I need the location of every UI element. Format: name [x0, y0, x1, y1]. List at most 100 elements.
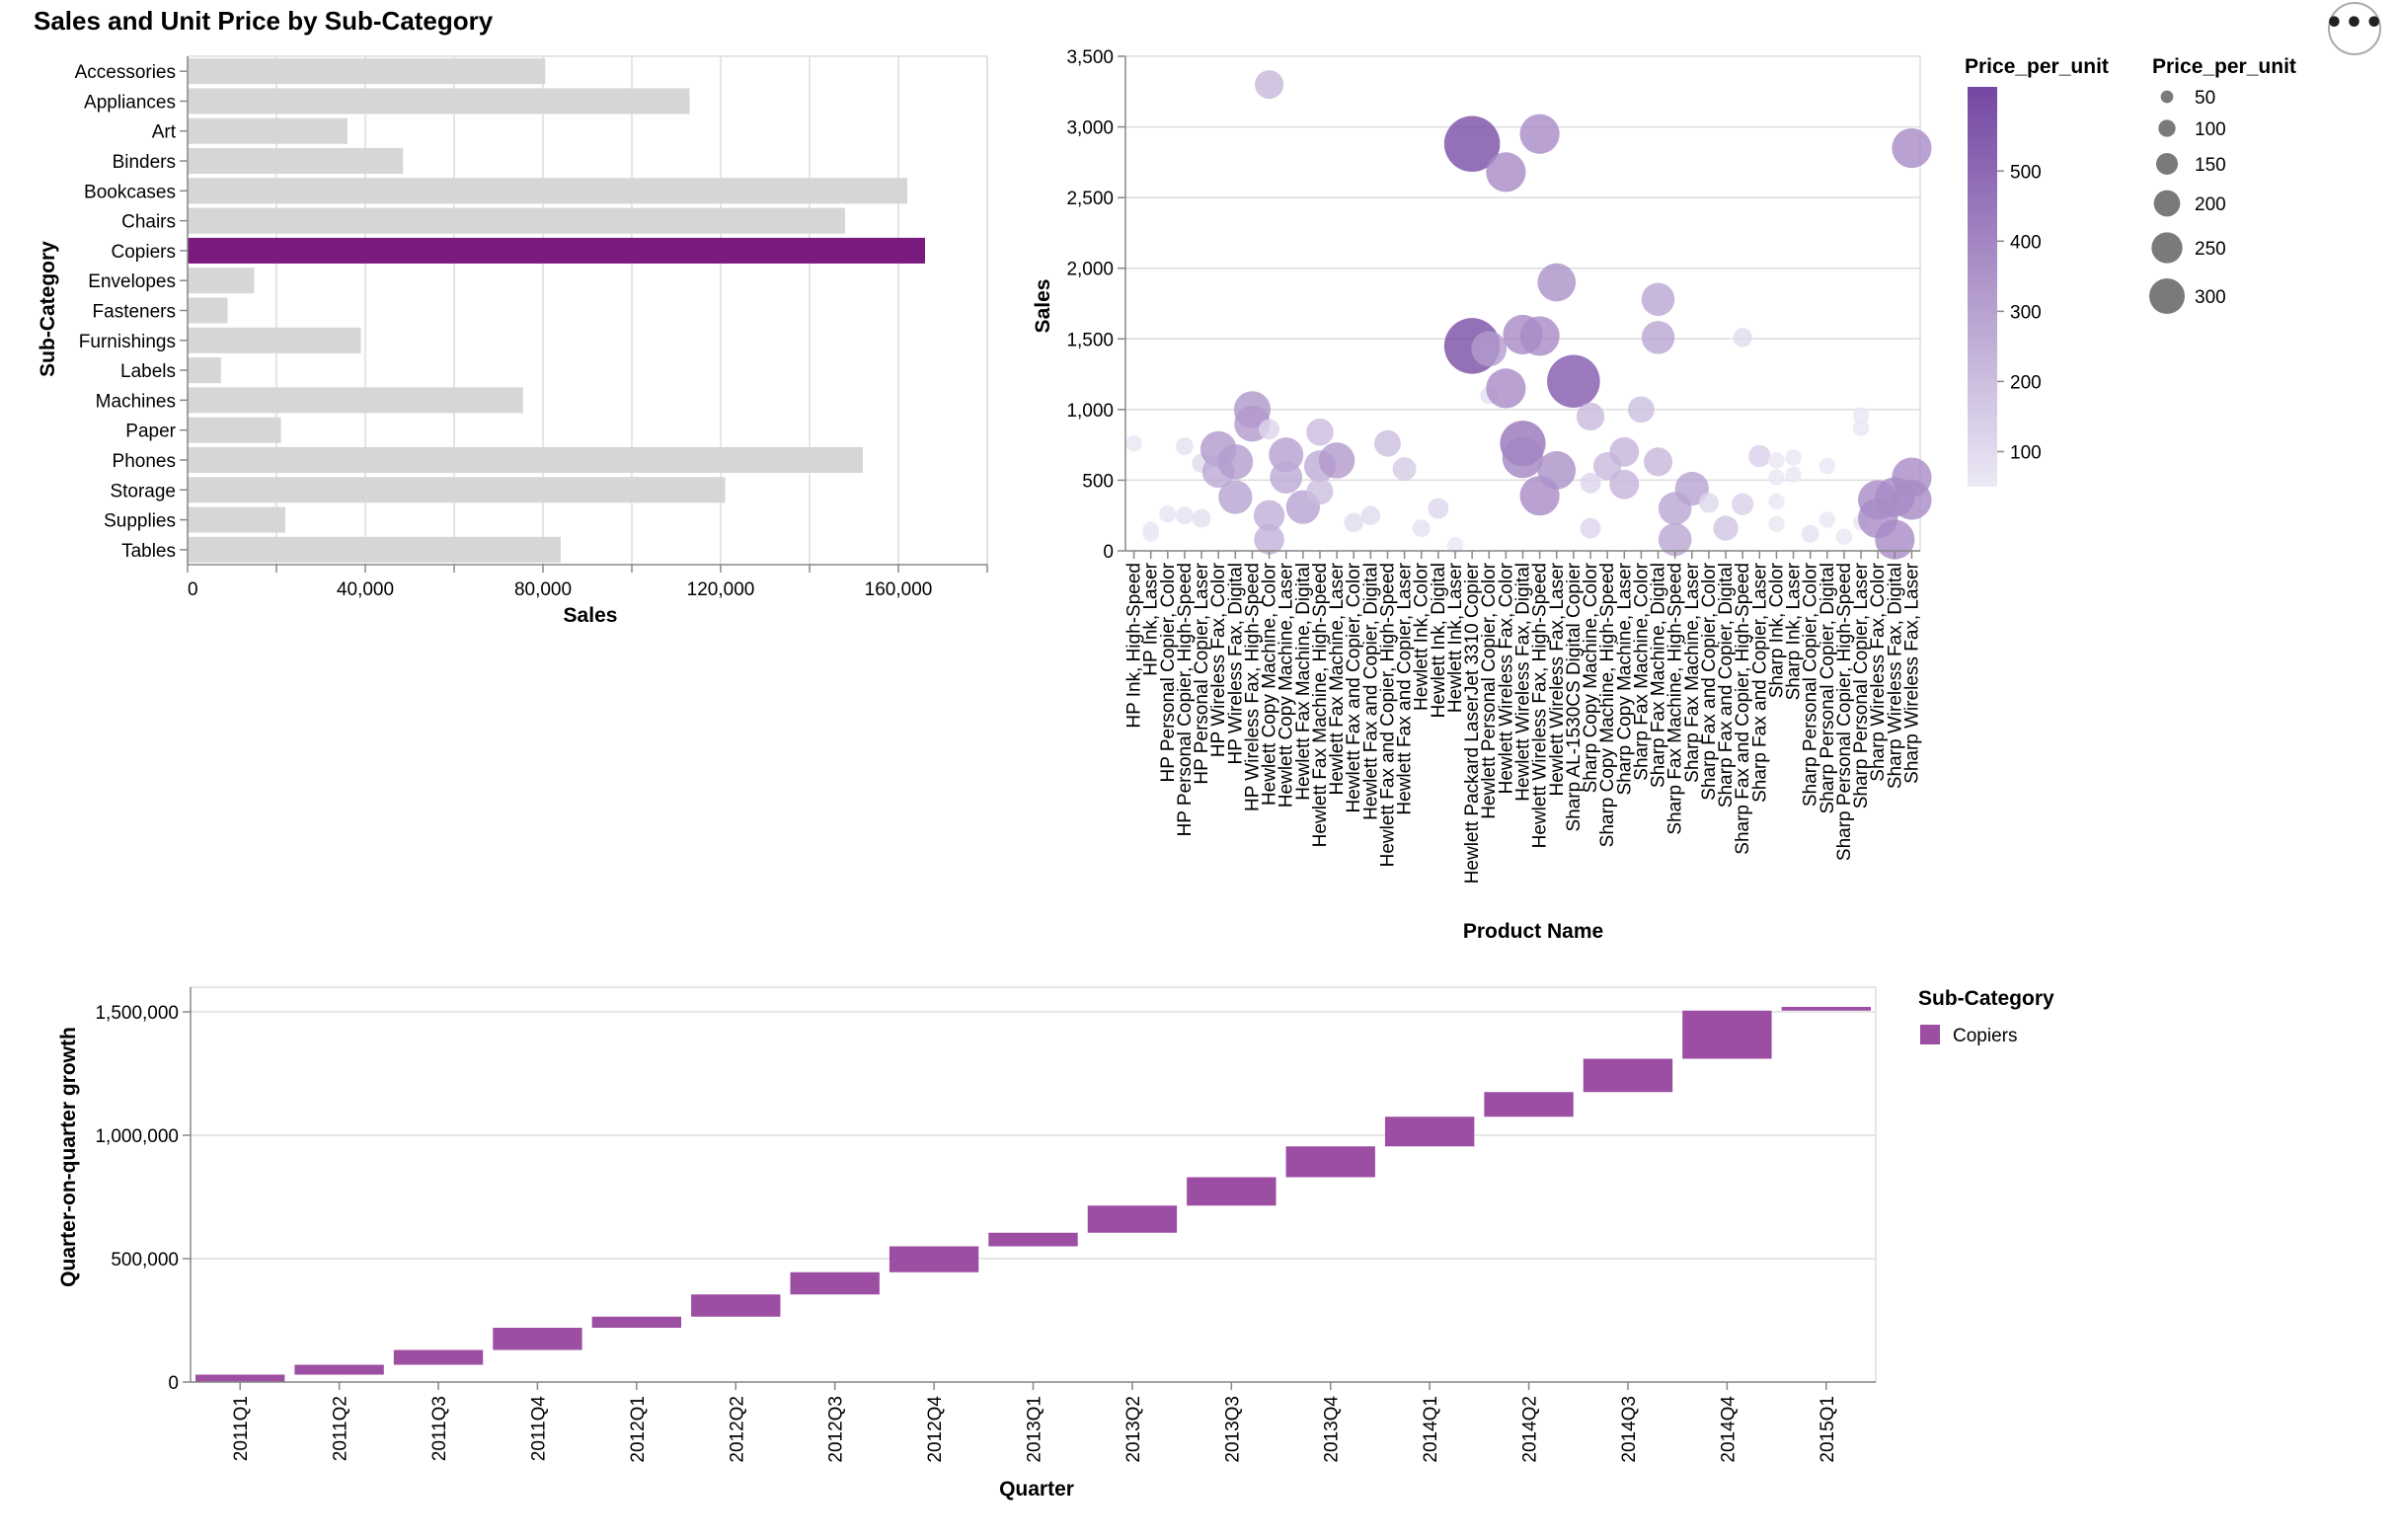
scatter-point	[1801, 524, 1819, 543]
scatter-point	[1318, 442, 1355, 479]
color-legend-tick-label: 200	[2010, 372, 2042, 393]
bar-chart-y-tick-label: Chairs	[121, 212, 176, 233]
waterfall-legend-title: Sub-Category	[1918, 987, 2054, 1010]
waterfall-x-tick-label: 2014Q3	[1619, 1396, 1640, 1463]
scatter-point	[1713, 515, 1739, 541]
scatter-y-tick-label: 500	[1082, 471, 1114, 492]
size-legend-symbol	[2156, 153, 2178, 175]
scatter-point	[1641, 282, 1675, 316]
bar-chart-y-tick-label: Phones	[113, 451, 176, 472]
scatter-x-tick-label: Sharp Wireless Fax, Laser	[1901, 562, 1922, 784]
scatter-x-tick-label: Sharp Wireless Fax, Digital	[1885, 563, 1905, 789]
waterfall-bar-2011q1	[195, 1374, 285, 1382]
size-legend-title: Price_per_unit	[2152, 55, 2296, 78]
bar-chart-y-tick-label: Appliances	[84, 92, 176, 113]
scatter-x-tick-label: Sharp Fax Machine, High-Speed	[1665, 563, 1686, 835]
bar-chart-y-tick-label: Storage	[110, 481, 176, 501]
bar-paper	[188, 417, 281, 443]
scatter-point	[1609, 469, 1640, 500]
bar-chart-x-tick-label: 0	[188, 579, 198, 600]
scatter-x-tick-label: Hewlett Wireless Fax, Digital	[1513, 563, 1534, 802]
scatter-y-tick-label: 3,000	[1066, 118, 1114, 139]
waterfall-bar-2013q3	[1187, 1177, 1277, 1206]
waterfall-bar-2012q1	[591, 1316, 682, 1328]
bar-chart-x-tick-label: 40,000	[337, 579, 394, 600]
bar-supplies	[188, 506, 285, 533]
waterfall-bar-2012q3	[790, 1271, 880, 1295]
scatter-x-tick-label: HP Wireless Fax, Digital	[1225, 563, 1246, 764]
scatter-point	[1175, 437, 1194, 456]
scatter-point	[1192, 508, 1211, 528]
scatter-point	[1519, 114, 1560, 154]
bar-chart-y-tick-label: Machines	[96, 391, 176, 412]
scatter-points	[1125, 70, 1932, 560]
scatter-point	[1748, 444, 1771, 468]
bar-storage	[188, 477, 726, 503]
waterfall-y-tick-label: 500,000	[111, 1250, 179, 1270]
bar-chart-y-tick-label: Labels	[120, 361, 176, 382]
waterfall-x-tick-label: 2012Q2	[727, 1396, 747, 1463]
scatter-x-tick-label: Sharp AL-1530CS Digital Copier	[1564, 562, 1585, 831]
bar-chart-y-tick-label: Art	[152, 122, 177, 143]
scatter-point	[1537, 451, 1577, 490]
waterfall-y-tick-label: 1,000,000	[95, 1126, 179, 1147]
scatter-x-tick-label: Sharp Copy Machine, Laser	[1614, 562, 1635, 795]
waterfall-x-tick-label: 2014Q2	[1520, 1396, 1541, 1463]
scatter-point	[1580, 472, 1601, 494]
scatter-x-tick-label: Sharp Wireless Fax, Color	[1868, 562, 1889, 781]
scatter-x-tick-label: Hewlett Fax Machine, High-Speed	[1310, 563, 1331, 847]
scatter-point	[1576, 402, 1605, 431]
scatter-x-tick-label: Hewlett Fax and Copier, Digital	[1360, 563, 1381, 820]
more-horizontal-icon: •••	[2324, 6, 2385, 40]
scatter-x-tick-label: Hewlett Fax Machine, Digital	[1293, 563, 1314, 801]
bar-envelopes	[188, 268, 255, 294]
scatter-y-tick-label: 1,500	[1066, 330, 1114, 350]
scatter-point	[1609, 436, 1640, 467]
scatter-x-tick-label: Sharp Fax and Copier, Color	[1699, 562, 1720, 800]
more-options-button[interactable]: •••	[2325, 2, 2383, 55]
waterfall-x-tick-label: 2011Q3	[429, 1396, 450, 1461]
waterfall-bar-2015q1	[1781, 1007, 1871, 1011]
scatter-point	[1641, 321, 1675, 354]
scatter-x-tick-label: Sharp Copy Machine, Color	[1581, 562, 1601, 793]
scatter-x-tick-label: HP Ink, High-Speed	[1124, 563, 1145, 729]
scatter-x-tick-label: Sharp Ink, Laser	[1784, 562, 1805, 700]
scatter-point	[1537, 263, 1577, 302]
scatter-x-tick-label: Sharp Fax and Copier, High-Speed	[1733, 563, 1753, 855]
scatter-point	[1175, 506, 1194, 525]
scatter-point	[1852, 407, 1870, 424]
scatter-point	[1306, 418, 1334, 446]
size-legend-symbol	[2158, 119, 2176, 137]
scatter-x-tick-label: Sharp Personal Copier, Laser	[1851, 562, 1872, 808]
scatter-point	[1768, 452, 1785, 469]
scatter-y-axis-title: Sales	[1032, 279, 1054, 334]
waterfall-bar-2014q3	[1583, 1058, 1673, 1093]
scatter-x-tick-label: HP Personal Copier, Laser	[1192, 562, 1212, 784]
scatter-x-tick-label: Hewlett Fax and Copier, Laser	[1395, 562, 1416, 814]
bar-furnishings	[188, 327, 361, 353]
scatter-y-tick-label: 2,500	[1066, 189, 1114, 209]
color-legend-gradient	[1968, 87, 1997, 487]
scatter-x-tick-label: HP Wireless Fax, High-Speed	[1242, 563, 1263, 811]
scatter-point	[1819, 457, 1836, 475]
scatter-point	[1253, 500, 1285, 531]
scatter-point	[1255, 70, 1284, 100]
scatter-x-tick-label: Sharp Fax Machine, Color	[1631, 562, 1652, 780]
bar-machines	[188, 387, 523, 414]
bar-chart-y-tick-label: Envelopes	[88, 271, 176, 292]
scatter-point	[1259, 419, 1280, 440]
bar-phones	[188, 446, 863, 473]
scatter-point	[1486, 152, 1526, 192]
scatter-point	[1768, 469, 1785, 486]
scatter-point	[1835, 528, 1853, 545]
scatter-point	[1731, 493, 1754, 515]
bar-chairs	[188, 207, 845, 234]
scatter-x-tick-label: Hewlett Ink, Color	[1412, 562, 1432, 711]
scatter-point	[1446, 537, 1464, 554]
bar-chart-y-tick-label: Binders	[113, 152, 176, 173]
scatter-point	[1269, 437, 1304, 473]
waterfall-x-axis: 2011Q1 2011Q2 2011Q3 2011Q4 2012Q1 2012Q2 2012…	[191, 1381, 1876, 1463]
size-legend-symbol	[2149, 278, 2185, 314]
